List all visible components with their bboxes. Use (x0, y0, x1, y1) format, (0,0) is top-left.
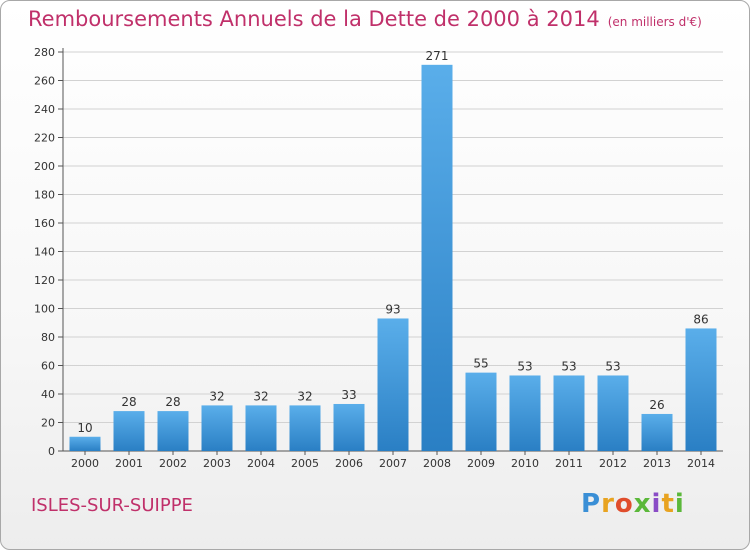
x-tick-label: 2009 (467, 457, 495, 470)
bar-value-label: 271 (426, 49, 449, 63)
y-tick-label: 160 (34, 217, 55, 230)
bar (553, 375, 585, 451)
x-tick-label: 2005 (291, 457, 319, 470)
bar-value-label: 93 (385, 302, 400, 316)
y-tick-label: 20 (41, 417, 55, 430)
bar-value-label: 32 (253, 389, 268, 403)
bar-value-label: 32 (209, 389, 224, 403)
x-tick-label: 2002 (159, 457, 187, 470)
y-tick-label: 120 (34, 274, 55, 287)
bar-value-label: 28 (165, 395, 180, 409)
commune-name: ISLES-SUR-SUIPPE (31, 495, 193, 516)
y-tick-label: 60 (41, 360, 55, 373)
value-labels: 10 28 28 32 32 32 33 93 271 55 53 53 53 26 86 (77, 49, 708, 435)
bar-value-label: 86 (693, 312, 708, 326)
y-tick-label: 260 (34, 75, 55, 88)
bar (69, 436, 101, 451)
bar (289, 405, 321, 451)
x-tick-label: 2011 (555, 457, 583, 470)
bar-value-label: 26 (649, 398, 664, 412)
chart-title: Remboursements Annuels de la Dette de 20… (28, 7, 702, 31)
bar-value-label: 53 (517, 359, 532, 373)
bar (113, 411, 145, 451)
proxiti-logo: Proxiti (581, 489, 685, 519)
x-tick-label: 2012 (599, 457, 627, 470)
x-tick-label: 2001 (115, 457, 143, 470)
bar-value-label: 55 (473, 357, 488, 371)
bar (201, 405, 233, 451)
bar (245, 405, 277, 451)
y-tick-label: 200 (34, 160, 55, 173)
y-tick-label: 220 (34, 132, 55, 145)
bar-value-label: 33 (341, 388, 356, 402)
x-tick-label: 2000 (71, 457, 99, 470)
y-tick-label: 280 (34, 46, 55, 59)
x-tick-label: 2007 (379, 457, 407, 470)
x-tick-label: 2004 (247, 457, 275, 470)
x-tick-label: 2008 (423, 457, 451, 470)
y-tick-label: 140 (34, 246, 55, 259)
x-tick-label: 2010 (511, 457, 539, 470)
bar (157, 411, 189, 451)
bar (685, 328, 717, 451)
bars (69, 64, 717, 451)
bar (421, 64, 453, 451)
bar (597, 375, 629, 451)
bar-value-label: 53 (605, 359, 620, 373)
x-tick-label: 2003 (203, 457, 231, 470)
y-tick-label: 100 (34, 303, 55, 316)
bar (377, 318, 409, 451)
y-tick-label: 80 (41, 331, 55, 344)
chart-title-text: Remboursements Annuels de la Dette de 20… (28, 7, 600, 31)
chart-unit: (en milliers d'€) (607, 15, 702, 29)
x-tick-label: 2013 (643, 457, 671, 470)
y-tick-label: 240 (34, 103, 55, 116)
y-tick-label: 180 (34, 189, 55, 202)
y-tick-label: 0 (48, 445, 55, 458)
bar-value-label: 53 (561, 359, 576, 373)
x-tick-label: 2006 (335, 457, 363, 470)
bar (641, 413, 673, 451)
bar (333, 403, 365, 451)
x-tick-label: 2014 (687, 457, 715, 470)
bar (465, 372, 497, 451)
bar-value-label: 10 (77, 421, 92, 435)
bar-value-label: 28 (121, 395, 136, 409)
y-tick-label: 40 (41, 388, 55, 401)
bar-value-label: 32 (297, 389, 312, 403)
bar (509, 375, 541, 451)
